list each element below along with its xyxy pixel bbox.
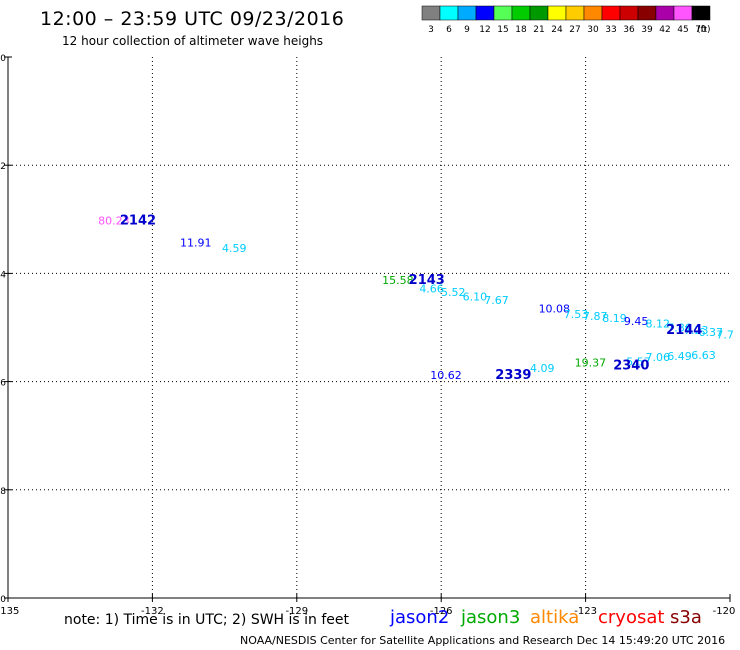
wave-height-label: 10.08	[539, 302, 571, 315]
time-label: 2339	[495, 368, 531, 383]
wave-height-label: 6.37	[698, 326, 723, 339]
time-label: 2143	[409, 273, 445, 288]
colorbar-label: 24	[551, 25, 563, 35]
wave-height-label: 7.23	[684, 324, 709, 337]
y-tick-label: -64	[0, 270, 6, 280]
page-subtitle: 12 hour collection of altimeter wave hei…	[62, 34, 324, 48]
footer-credit: NOAA/NESDIS Center for Satellite Applica…	[240, 634, 726, 647]
wave-height-label: 10.62	[430, 369, 462, 382]
y-tick-label: -62	[0, 162, 6, 172]
colorbar-unit: (ft)	[697, 25, 711, 35]
colorbar-label: 3	[428, 25, 434, 35]
colorbar-swatch-70	[691, 5, 711, 21]
time-label: 2142	[120, 214, 156, 229]
y-tick-label: -60	[0, 54, 6, 64]
legend-cryosat: cryosat	[598, 607, 665, 628]
wave-height-label: 7.06	[646, 351, 671, 364]
colorbar-label: 6	[446, 25, 452, 35]
colorbar: 3 6 9 12 15 18 21 24 27 30 33 36 39 42 45 70(ft)	[421, 5, 711, 35]
colorbar-label: 9	[464, 25, 470, 35]
colorbar-label: 36	[623, 25, 635, 35]
x-tick-label: -129	[285, 606, 308, 617]
wave-height-label: 6.63	[691, 349, 716, 362]
x-tick-label: -135	[0, 606, 19, 617]
wave-height-label: 8.12	[646, 318, 671, 331]
x-tick-label: -132	[141, 606, 164, 617]
colorbar-label: 18	[515, 25, 527, 35]
colorbar-label: 15	[497, 25, 508, 35]
wave-height-plot: -135 -132 -129 -126 -123 -120 -60 -62 -64 -66 -68 -…	[0, 54, 736, 617]
legend-altika: altika	[530, 607, 580, 628]
wave-height-label: 19.37	[575, 356, 607, 369]
x-tick-label: -126	[430, 606, 453, 617]
wave-height-label: 4.59	[222, 242, 247, 255]
wave-height-label: 7.87	[583, 310, 608, 323]
colorbar-label: 30	[587, 25, 599, 35]
colorbar-label: 39	[641, 25, 653, 35]
y-tick-label: -68	[0, 487, 6, 497]
colorbar-label: 21	[533, 25, 544, 35]
x-tick-label: -120	[713, 606, 736, 617]
time-label: 2144	[666, 323, 702, 338]
colorbar-label: 45	[677, 25, 688, 35]
colorbar-label: 33	[605, 25, 616, 35]
wave-height-label: 7.53	[564, 308, 589, 321]
wave-height-label: 4.09	[530, 362, 555, 375]
wave-height-label: 11.91	[180, 236, 212, 249]
wave-height-label: 80.23	[98, 215, 130, 228]
wave-height-label: 5.52	[441, 286, 466, 299]
time-label: 2340	[613, 359, 649, 374]
colorbar-label: 42	[659, 25, 670, 35]
wave-height-label: 7.86	[667, 321, 692, 334]
wave-height-label: 7.7	[716, 328, 734, 341]
x-tick-label: -123	[574, 606, 597, 617]
legend-jason2: jason2	[390, 607, 450, 628]
y-tick-label: -70	[0, 595, 6, 605]
wave-height-label: 15.58	[382, 274, 414, 287]
wave-height-label: 6.49	[667, 350, 692, 363]
colorbar-label: 12	[479, 25, 490, 35]
colorbar-label: 27	[569, 25, 580, 35]
legend-jason3: jason3	[461, 607, 521, 628]
wave-height-label: 4.66	[419, 282, 444, 295]
colorbar-label: 70	[695, 25, 707, 35]
page-title: 12:00 – 23:59 UTC 09/23/2016	[40, 8, 345, 30]
wave-height-label: 5.57	[626, 355, 651, 368]
wave-height-label: 9.45	[624, 315, 649, 328]
footer-note: note: 1) Time is in UTC; 2) SWH is in fe…	[64, 612, 350, 628]
legend-s3a: s3a	[670, 607, 702, 628]
wave-height-label: 7.67	[484, 294, 509, 307]
wave-height-label: 6.10	[463, 290, 488, 303]
y-tick-label: -66	[0, 379, 6, 389]
wave-height-label: 8.19	[602, 312, 627, 325]
